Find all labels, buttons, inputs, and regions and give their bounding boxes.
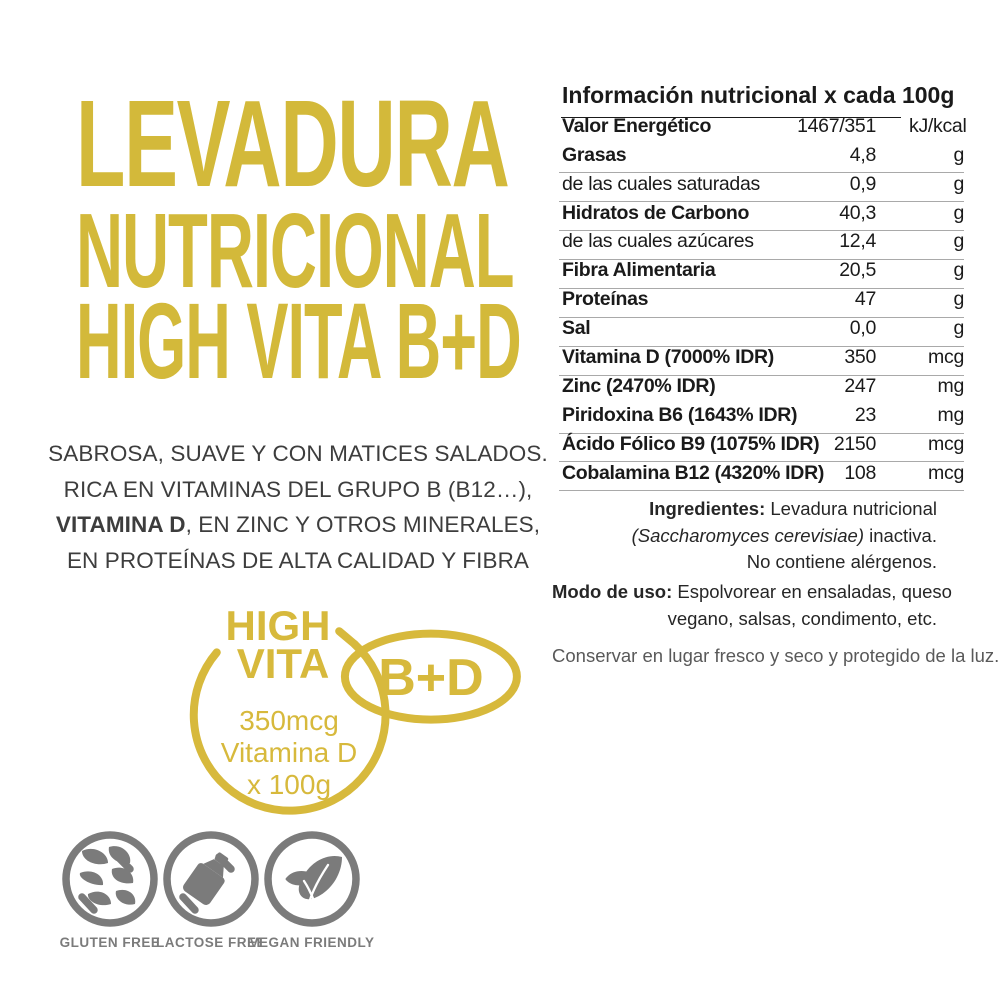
svg-text:VEGAN FRIENDLY: VEGAN FRIENDLY xyxy=(249,935,374,950)
svg-text:GLUTEN FREE: GLUTEN FREE xyxy=(60,935,161,950)
